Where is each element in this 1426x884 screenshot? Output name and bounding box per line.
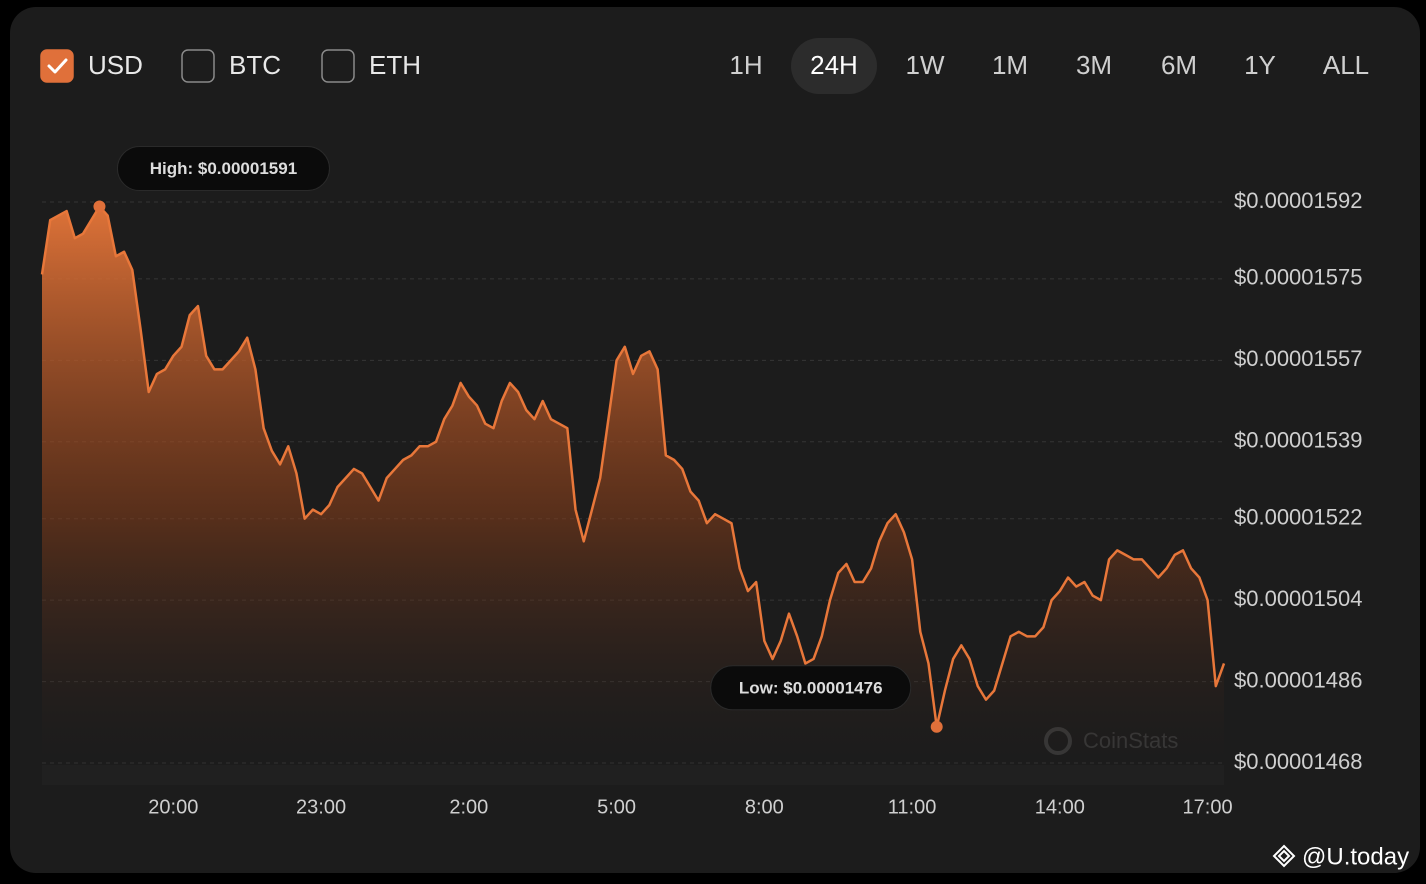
y-tick-label: $0.00001539 bbox=[1234, 428, 1362, 453]
y-tick-label: $0.00001468 bbox=[1234, 749, 1362, 774]
y-tick-label: $0.00001522 bbox=[1234, 505, 1362, 530]
x-tick-label: 17:00 bbox=[1183, 796, 1233, 818]
low-tooltip bbox=[710, 665, 912, 711]
y-tick-label: $0.00001486 bbox=[1234, 667, 1362, 692]
range-button[interactable]: 1Y bbox=[1244, 50, 1276, 80]
low-dot bbox=[930, 720, 943, 733]
source-logo bbox=[1272, 844, 1296, 868]
area-fill bbox=[42, 206, 1224, 765]
x-axis-band bbox=[42, 765, 1224, 785]
x-tick-label: 20:00 bbox=[148, 796, 198, 818]
currency-label[interactable]: USD bbox=[88, 50, 143, 80]
range-pill[interactable] bbox=[791, 38, 877, 94]
x-tick-label: 14:00 bbox=[1035, 796, 1085, 818]
range-button[interactable]: 1W bbox=[906, 50, 945, 80]
y-tick-label: $0.00001592 bbox=[1234, 188, 1362, 213]
x-tick-label: 2:00 bbox=[449, 796, 488, 818]
y-tick-label: $0.00001504 bbox=[1234, 586, 1362, 611]
check-mark bbox=[47, 58, 68, 74]
range-button[interactable]: 1H bbox=[729, 50, 762, 80]
currency-label[interactable]: ETH bbox=[369, 50, 421, 80]
range-button[interactable]: 3M bbox=[1076, 50, 1112, 80]
high-tooltip bbox=[116, 146, 330, 192]
range-button[interactable]: 24H bbox=[810, 50, 858, 80]
range-button[interactable]: 1M bbox=[992, 50, 1028, 80]
y-tick-label: $0.00001557 bbox=[1234, 346, 1362, 371]
x-tick-label: 8:00 bbox=[745, 796, 784, 818]
price-line bbox=[40, 205, 1226, 729]
high-label: High: $0.00001591 bbox=[150, 159, 297, 178]
high-dot bbox=[93, 200, 106, 213]
y-tick-label: $0.00001575 bbox=[1234, 265, 1362, 290]
x-tick-label: 5:00 bbox=[597, 796, 636, 818]
x-tick-label: 23:00 bbox=[296, 796, 346, 818]
checkbox[interactable] bbox=[321, 49, 355, 83]
checkbox[interactable] bbox=[40, 49, 74, 83]
checkbox[interactable] bbox=[181, 49, 215, 83]
x-tick-label: 11:00 bbox=[888, 796, 937, 818]
low-label: Low: $0.00001476 bbox=[739, 678, 883, 697]
currency-label[interactable]: BTC bbox=[229, 50, 281, 80]
range-button[interactable]: 6M bbox=[1161, 50, 1197, 80]
range-button[interactable]: ALL bbox=[1323, 50, 1369, 80]
source: @U.today bbox=[1302, 843, 1409, 870]
